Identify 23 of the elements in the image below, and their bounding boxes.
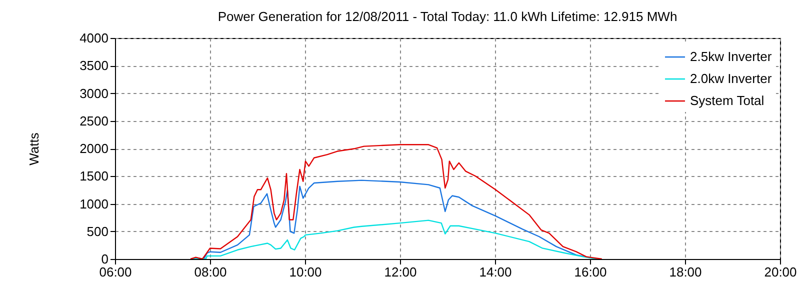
x-tick-label: 06:00 (99, 264, 132, 280)
x-tick-label: 16:00 (574, 264, 607, 280)
x-tick-label: 12:00 (384, 264, 417, 280)
x-tick-label: 14:00 (479, 264, 512, 280)
y-tick-label: 3500 (80, 58, 108, 74)
y-tick-label: 4000 (80, 30, 108, 46)
x-tick-label: 20:00 (764, 264, 797, 280)
x-tick-label: 18:00 (669, 264, 702, 280)
legend-label: 2.5kw Inverter (690, 49, 772, 64)
y-tick-label: 1000 (80, 196, 108, 212)
y-tick-label: 3000 (80, 86, 108, 101)
chart-title: Power Generation for 12/08/2011 - Total Today: 11.0 kWh Lifetime: 12.915 MWh (218, 9, 678, 24)
line-series (190, 144, 602, 259)
y-tick-label: 1500 (80, 168, 108, 184)
y-tick-label: 2000 (80, 141, 108, 156)
y-tick-label: 0 (101, 252, 108, 266)
legend-label: System Total (690, 93, 764, 108)
y-tick-label: 500 (86, 224, 108, 239)
legend-label: 2.0kw Inverter (690, 71, 772, 86)
y-axis-title: Watts (26, 132, 42, 166)
x-tick-label: 08:00 (194, 264, 227, 280)
x-tick-label: 10:00 (289, 264, 322, 280)
y-tick-label: 2500 (80, 113, 108, 128)
